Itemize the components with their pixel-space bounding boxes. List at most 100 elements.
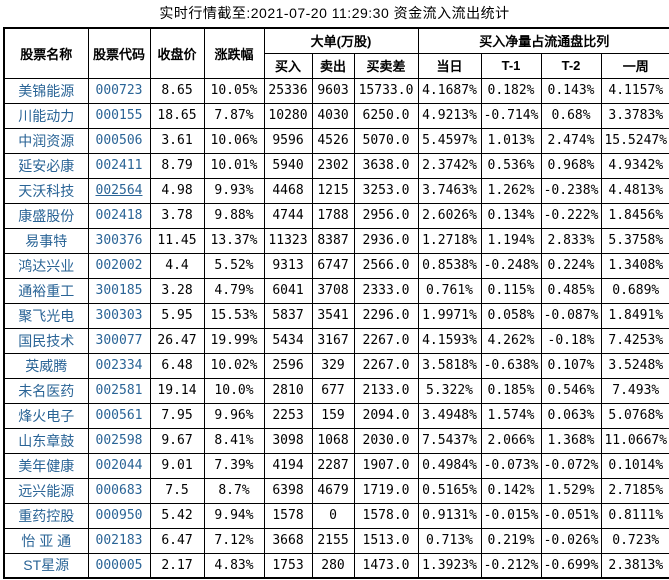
stock-code-link[interactable]: 002581 (87, 377, 151, 404)
big-sell-cell: 329 (311, 352, 355, 379)
table-row: 天沃科技 002564 4.98 9.93% 4468 1215 3253.0 3.7463%… (3, 177, 669, 204)
buy-sell-diff-cell: 1578.0 (353, 502, 419, 529)
stock-code-link[interactable]: 002411 (87, 152, 151, 179)
stock-name-link[interactable]: 国民技术 (3, 327, 89, 354)
stock-code-link[interactable]: 002334 (87, 352, 151, 379)
stock-code-link[interactable]: 000506 (87, 127, 151, 154)
close-price-cell: 5.95 (149, 302, 205, 329)
table-row: 怡 亚 通 002183 6.47 7.12% 3668 2155 1513.0 0.713%… (3, 527, 669, 554)
big-sell-cell: 2302 (311, 152, 355, 179)
stock-code-link[interactable]: 002183 (87, 527, 151, 554)
stock-code-link[interactable]: 000683 (87, 477, 151, 504)
ratio-week-cell: 0.1014% (600, 452, 669, 479)
stock-name-link[interactable]: 天沃科技 (3, 177, 89, 204)
stock-code-link[interactable]: 000950 (87, 502, 151, 529)
change-percent-cell: 19.99% (203, 327, 265, 354)
change-percent-cell: 10.0% (203, 377, 265, 404)
change-percent-cell: 5.52% (203, 252, 265, 279)
stock-name-link[interactable]: ST星源 (3, 552, 89, 579)
change-percent-cell: 10.02% (203, 352, 265, 379)
ratio-today-cell: 1.3923% (417, 552, 482, 579)
buy-sell-diff-cell: 2333.0 (353, 277, 419, 304)
change-percent-cell: 4.83% (203, 552, 265, 579)
ratio-today-cell: 3.4948% (417, 402, 482, 429)
ratio-t2-cell: 0.063% (540, 402, 602, 429)
stock-code-link[interactable]: 000155 (87, 102, 151, 129)
ratio-t2-cell: 1.368% (540, 427, 602, 454)
close-price-cell: 9.01 (149, 452, 205, 479)
stock-name-link[interactable]: 英威腾 (3, 352, 89, 379)
buy-sell-diff-cell: 2296.0 (353, 302, 419, 329)
ratio-today-cell: 0.4984% (417, 452, 482, 479)
ratio-today-cell: 0.5165% (417, 477, 482, 504)
stock-name-link[interactable]: 康盛股份 (3, 202, 89, 229)
stock-name-link[interactable]: 山东章鼓 (3, 427, 89, 454)
ratio-t1-cell: 0.219% (480, 527, 542, 554)
stock-code-link[interactable]: 002418 (87, 202, 151, 229)
big-buy-cell: 2253 (263, 402, 313, 429)
big-buy-cell: 2596 (263, 352, 313, 379)
table-row: 英威腾 002334 6.48 10.02% 2596 329 2267.0 3.5818% -… (3, 352, 669, 379)
stock-code-link[interactable]: 000561 (87, 402, 151, 429)
stock-name-link[interactable]: 美锦能源 (3, 77, 89, 104)
header-sell: 卖出 (311, 52, 355, 79)
header-today: 当日 (417, 52, 482, 79)
big-sell-cell: 2155 (311, 527, 355, 554)
ratio-week-cell: 7.493% (600, 377, 669, 404)
stock-code-link[interactable]: 002002 (87, 252, 151, 279)
ratio-week-cell: 4.1157% (600, 77, 669, 104)
buy-sell-diff-cell: 2936.0 (353, 227, 419, 254)
big-sell-cell: 159 (311, 402, 355, 429)
stock-name-link[interactable]: 未名医药 (3, 377, 89, 404)
close-price-cell: 26.47 (149, 327, 205, 354)
ratio-t1-cell: 4.262% (480, 327, 542, 354)
stock-code-link[interactable]: 300303 (87, 302, 151, 329)
stock-code-link[interactable]: 300077 (87, 327, 151, 354)
ratio-t2-cell: 0.224% (540, 252, 602, 279)
ratio-t1-cell: -0.248% (480, 252, 542, 279)
ratio-t1-cell: 2.066% (480, 427, 542, 454)
ratio-t2-cell: -0.699% (540, 552, 602, 579)
ratio-week-cell: 1.8456% (600, 202, 669, 229)
header-week: 一周 (600, 52, 669, 79)
table-row: 美年健康 002044 9.01 7.39% 4194 2287 1907.0 0.4984%… (3, 452, 669, 479)
stock-name-link[interactable]: 易事特 (3, 227, 89, 254)
header-stock-code: 股票代码 (87, 27, 151, 79)
close-price-cell: 4.98 (149, 177, 205, 204)
stock-name-link[interactable]: 怡 亚 通 (3, 527, 89, 554)
stock-name-link[interactable]: 聚飞光电 (3, 302, 89, 329)
stock-name-link[interactable]: 远兴能源 (3, 477, 89, 504)
ratio-t1-cell: 0.536% (480, 152, 542, 179)
buy-sell-diff-cell: 2956.0 (353, 202, 419, 229)
stock-code-link[interactable]: 000723 (87, 77, 151, 104)
big-buy-cell: 3668 (263, 527, 313, 554)
change-percent-cell: 13.37% (203, 227, 265, 254)
stock-name-link[interactable]: 川能动力 (3, 102, 89, 129)
table-row: 重药控股 000950 5.42 9.94% 1578 0 1578.0 0.9131% -0.… (3, 502, 669, 529)
ratio-week-cell: 0.689% (600, 277, 669, 304)
stock-code-link[interactable]: 002564 (87, 177, 151, 204)
stock-name-link[interactable]: 中润资源 (3, 127, 89, 154)
stock-name-link[interactable]: 延安必康 (3, 152, 89, 179)
stock-code-link[interactable]: 002598 (87, 427, 151, 454)
ratio-t2-cell: -0.051% (540, 502, 602, 529)
stock-name-link[interactable]: 重药控股 (3, 502, 89, 529)
stock-code-link[interactable]: 000005 (87, 552, 151, 579)
table-row: 山东章鼓 002598 9.67 8.41% 3098 1068 2030.0 7.5437%… (3, 427, 669, 454)
header-change-pct: 涨跌幅 (203, 27, 265, 79)
table-row: 国民技术 300077 26.47 19.99% 5434 3167 2267.0 4.159… (3, 327, 669, 354)
ratio-today-cell: 1.9971% (417, 302, 482, 329)
ratio-t1-cell: -0.212% (480, 552, 542, 579)
stock-name-link[interactable]: 鸿达兴业 (3, 252, 89, 279)
stock-code-link[interactable]: 300376 (87, 227, 151, 254)
stock-code-link[interactable]: 002044 (87, 452, 151, 479)
ratio-today-cell: 2.6026% (417, 202, 482, 229)
close-price-cell: 3.61 (149, 127, 205, 154)
stock-name-link[interactable]: 美年健康 (3, 452, 89, 479)
big-sell-cell: 3541 (311, 302, 355, 329)
ratio-week-cell: 2.3813% (600, 552, 669, 579)
stock-code-link[interactable]: 300185 (87, 277, 151, 304)
stock-name-link[interactable]: 烽火电子 (3, 402, 89, 429)
stock-name-link[interactable]: 通裕重工 (3, 277, 89, 304)
ratio-t2-cell: -0.087% (540, 302, 602, 329)
